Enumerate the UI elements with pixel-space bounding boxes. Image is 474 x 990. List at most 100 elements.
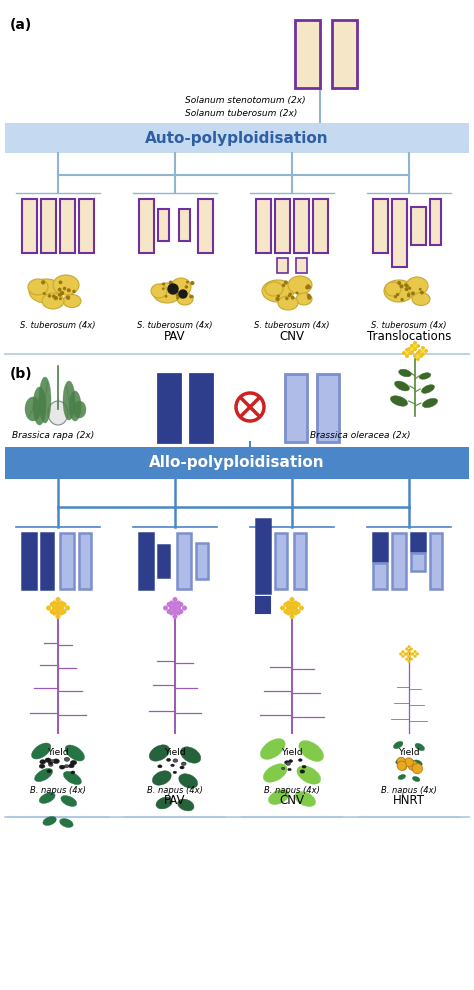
Circle shape — [421, 346, 425, 350]
Circle shape — [173, 604, 177, 609]
Circle shape — [405, 652, 408, 655]
Circle shape — [163, 283, 164, 285]
Ellipse shape — [149, 744, 170, 761]
Text: S. tuberosum (4x): S. tuberosum (4x) — [20, 321, 96, 330]
Circle shape — [410, 344, 414, 348]
Circle shape — [58, 288, 61, 291]
Circle shape — [64, 287, 65, 289]
Circle shape — [416, 652, 419, 655]
Circle shape — [44, 293, 45, 294]
Ellipse shape — [278, 296, 298, 310]
Bar — [179, 209, 190, 241]
Ellipse shape — [151, 284, 167, 298]
Bar — [275, 533, 288, 589]
Bar — [374, 533, 388, 561]
Circle shape — [407, 649, 410, 652]
Ellipse shape — [69, 764, 74, 768]
Bar — [392, 533, 407, 589]
Circle shape — [191, 282, 194, 284]
FancyArrowPatch shape — [73, 396, 77, 417]
FancyArrowPatch shape — [42, 382, 47, 418]
Ellipse shape — [69, 391, 81, 421]
Bar — [177, 533, 191, 589]
Circle shape — [55, 604, 61, 609]
Bar — [411, 533, 426, 551]
Circle shape — [163, 606, 168, 611]
Circle shape — [53, 606, 58, 611]
Circle shape — [59, 611, 64, 616]
Bar — [22, 533, 36, 589]
Ellipse shape — [260, 739, 285, 759]
Ellipse shape — [264, 764, 287, 782]
Text: B. napus (4x): B. napus (4x) — [264, 786, 320, 795]
Circle shape — [176, 601, 181, 606]
Circle shape — [292, 297, 294, 299]
Bar — [158, 374, 180, 442]
Ellipse shape — [262, 280, 294, 302]
Ellipse shape — [43, 817, 56, 826]
Ellipse shape — [73, 401, 86, 418]
Circle shape — [413, 341, 417, 345]
Ellipse shape — [180, 766, 184, 769]
Ellipse shape — [384, 280, 414, 302]
Text: S. tuberosum (4x): S. tuberosum (4x) — [137, 321, 213, 330]
Ellipse shape — [33, 387, 46, 425]
FancyArrowPatch shape — [66, 386, 72, 415]
Text: S. tuberosum (4x): S. tuberosum (4x) — [254, 321, 330, 330]
FancyArrowPatch shape — [29, 402, 37, 417]
Circle shape — [176, 606, 181, 611]
Ellipse shape — [398, 774, 406, 779]
Text: PAV: PAV — [164, 330, 186, 343]
FancyArrowPatch shape — [77, 406, 82, 414]
Circle shape — [286, 606, 291, 611]
Ellipse shape — [284, 760, 289, 764]
Ellipse shape — [302, 765, 306, 768]
Circle shape — [407, 650, 410, 653]
Text: CNV: CNV — [280, 330, 304, 343]
Circle shape — [173, 602, 177, 607]
Bar — [80, 533, 91, 589]
Ellipse shape — [300, 770, 305, 773]
Ellipse shape — [288, 768, 291, 770]
Circle shape — [397, 294, 399, 296]
Circle shape — [416, 351, 420, 355]
Ellipse shape — [32, 743, 51, 759]
Circle shape — [292, 606, 297, 611]
Bar — [430, 199, 441, 245]
Ellipse shape — [299, 741, 324, 761]
Ellipse shape — [53, 275, 79, 295]
Circle shape — [401, 299, 403, 301]
Circle shape — [179, 602, 183, 607]
Ellipse shape — [265, 282, 283, 296]
Ellipse shape — [419, 372, 431, 379]
Bar — [5, 123, 469, 153]
Circle shape — [405, 657, 408, 660]
Ellipse shape — [39, 764, 45, 768]
Text: HNRT: HNRT — [393, 795, 425, 808]
Circle shape — [277, 295, 279, 297]
Ellipse shape — [60, 819, 73, 828]
Circle shape — [416, 344, 420, 348]
Bar — [256, 519, 271, 593]
Circle shape — [405, 348, 409, 352]
Circle shape — [65, 606, 70, 611]
Bar — [61, 533, 74, 589]
Ellipse shape — [385, 282, 401, 296]
Ellipse shape — [289, 759, 292, 762]
Ellipse shape — [42, 293, 64, 309]
Circle shape — [410, 347, 413, 350]
Circle shape — [406, 285, 408, 287]
Ellipse shape — [179, 774, 198, 788]
Text: B. napus (4x): B. napus (4x) — [147, 786, 203, 795]
Text: Auto-polyploidisation: Auto-polyploidisation — [145, 131, 329, 146]
Circle shape — [299, 606, 304, 611]
Ellipse shape — [412, 776, 420, 781]
Circle shape — [401, 654, 405, 658]
Ellipse shape — [53, 759, 59, 763]
Ellipse shape — [412, 292, 430, 306]
Bar — [158, 209, 169, 241]
Circle shape — [413, 654, 417, 658]
Circle shape — [408, 760, 418, 770]
Text: Brassica oleracea (2x): Brassica oleracea (2x) — [310, 431, 410, 440]
Circle shape — [173, 609, 177, 614]
